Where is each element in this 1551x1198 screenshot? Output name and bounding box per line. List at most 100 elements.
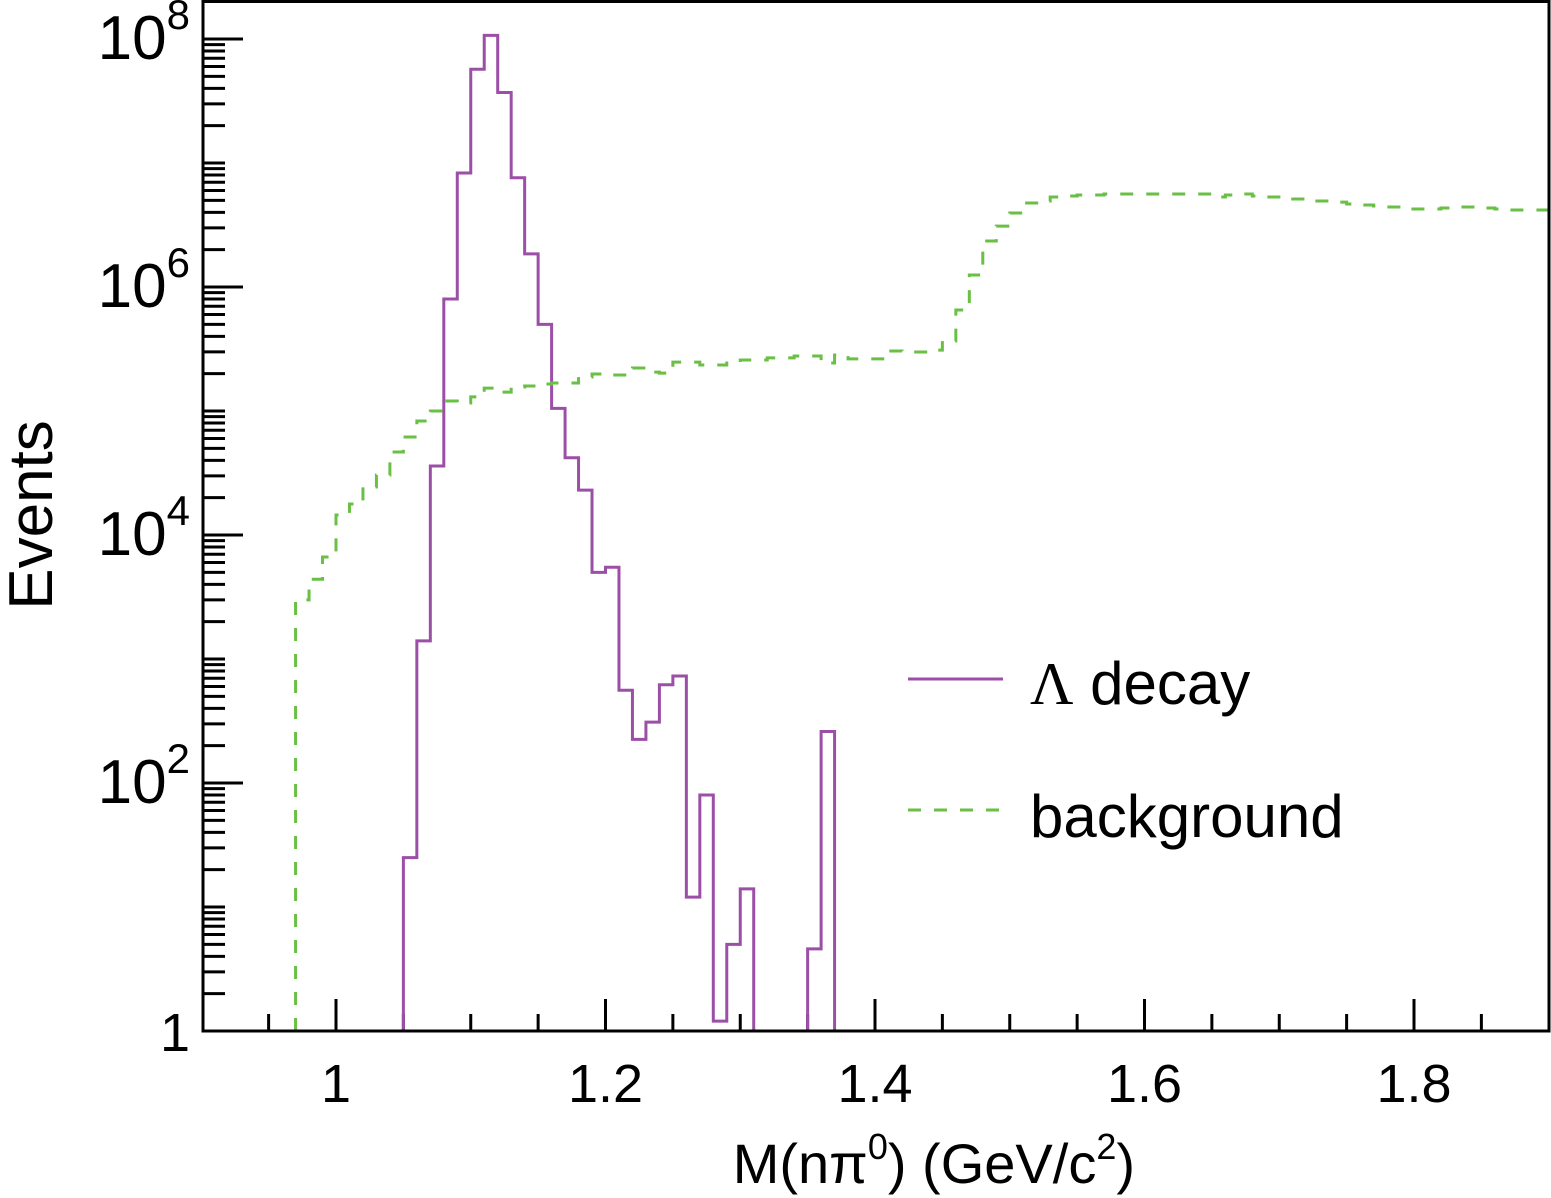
bin-background	[902, 352, 915, 1031]
bin-background	[956, 310, 969, 1031]
bin-background	[1077, 195, 1090, 1031]
bin-background	[498, 392, 511, 1031]
bin-background	[915, 352, 928, 1031]
bin-background	[1010, 213, 1023, 1031]
bin-background	[929, 350, 942, 1031]
bin-background	[376, 475, 389, 1031]
y-tick-label: 108	[98, 0, 190, 73]
bin-background	[1023, 203, 1036, 1031]
legend: Λ decay background	[908, 650, 1344, 850]
bin-background	[1495, 209, 1508, 1031]
x-tick-label: 1.6	[1107, 1054, 1182, 1114]
bin-background	[632, 368, 645, 1031]
plot-frame	[201, 0, 1551, 1033]
tick-labels: 1 1.2 1.4 1.6 1.8 1 102 104 106 108	[98, 0, 1452, 1114]
axis-ticks	[203, 37, 1483, 1033]
bin-background	[336, 515, 349, 1031]
bin-background	[673, 362, 686, 1031]
bin-background	[942, 341, 955, 1031]
bin-background	[835, 355, 848, 1031]
series-lambda-decay-line	[203, 33, 1549, 1033]
bin-background	[1454, 207, 1467, 1031]
x-tick-label: 1.2	[568, 1054, 643, 1114]
bin-background	[794, 356, 807, 1031]
bin-background	[1293, 199, 1306, 1031]
bin-background	[808, 356, 821, 1031]
y-axis-title: Events	[0, 420, 66, 610]
y-tick-label: 106	[98, 239, 190, 321]
y-tick-label: 104	[98, 487, 190, 569]
bin-background	[1441, 208, 1454, 1031]
bin-background	[1171, 194, 1184, 1031]
bin-background	[1333, 202, 1346, 1031]
x-tick-label: 1.4	[837, 1054, 912, 1114]
bin-background	[471, 397, 484, 1031]
bin-background	[1401, 209, 1414, 1031]
bin-background	[552, 383, 565, 1031]
bin-background	[1050, 197, 1063, 1031]
bin-background	[1279, 197, 1292, 1031]
bin-background	[1225, 195, 1238, 1031]
bin-background	[821, 363, 834, 1031]
bin-background	[538, 384, 551, 1031]
bin-background	[848, 359, 861, 1031]
bin-background	[511, 387, 524, 1031]
bin-background	[1118, 194, 1131, 1031]
bin-background	[349, 504, 362, 1031]
bin-background	[525, 386, 538, 1031]
series-background-line	[294, 192, 1549, 1031]
bin-background	[1185, 194, 1198, 1031]
x-axis-title: M(nπ0) (GeV/c2)	[733, 1126, 1135, 1195]
bin-background	[1252, 196, 1265, 1031]
bin-background	[1158, 194, 1171, 1031]
bin-background	[309, 579, 322, 1031]
bin-background	[1212, 197, 1225, 1031]
bin-background	[1414, 209, 1427, 1031]
y-tick-label: 1	[160, 1003, 190, 1063]
bin-background	[1198, 194, 1211, 1031]
bin-background	[1468, 207, 1481, 1031]
bin-background	[686, 362, 699, 1031]
bin-background	[1522, 210, 1535, 1031]
bin-background	[444, 401, 457, 1031]
bin-background	[659, 373, 672, 1031]
bin-background	[1427, 209, 1440, 1031]
bin-background	[646, 372, 659, 1031]
bin-background	[1091, 195, 1104, 1031]
bin-background	[1037, 201, 1050, 1031]
bin-background	[713, 365, 726, 1031]
legend-label-background: background	[1030, 783, 1344, 850]
bin-background	[781, 358, 794, 1031]
bin-background	[754, 360, 767, 1031]
bin-background	[1266, 197, 1279, 1031]
legend-label-lambda-decay: Λ decay	[1030, 650, 1250, 717]
bin-background	[1320, 201, 1333, 1031]
bin-background	[996, 226, 1009, 1031]
bin-background	[700, 365, 713, 1031]
bin-background	[1347, 204, 1360, 1031]
bin-background	[969, 275, 982, 1031]
bin-background	[1387, 207, 1400, 1031]
bin-background	[430, 411, 443, 1031]
bin-background	[296, 600, 309, 1031]
bin-background	[484, 388, 497, 1031]
bin-background	[862, 359, 875, 1031]
bin-background	[619, 375, 632, 1031]
bin-background	[888, 351, 901, 1031]
bin-background	[727, 363, 740, 1031]
bin-background	[1360, 205, 1373, 1031]
bin-background	[417, 421, 430, 1031]
x-tick-label: 1	[321, 1054, 351, 1114]
bin-background	[1239, 194, 1252, 1031]
bin-background	[875, 359, 888, 1031]
bin-background	[323, 557, 336, 1031]
bin-background	[579, 377, 592, 1031]
bin-background	[363, 487, 376, 1031]
bin-background	[606, 375, 619, 1031]
bin-background	[1535, 210, 1548, 1031]
bin-background	[1145, 194, 1158, 1031]
bin-background	[457, 403, 470, 1031]
bin-background	[390, 452, 403, 1031]
bin-background	[1306, 201, 1319, 1031]
